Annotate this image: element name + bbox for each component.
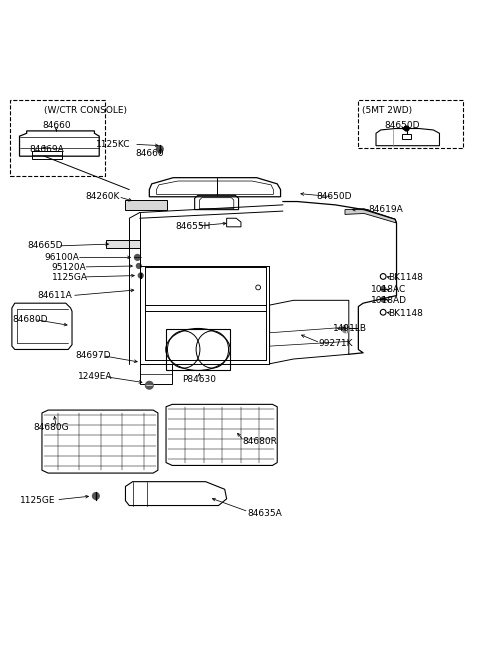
Text: 84665D: 84665D (28, 241, 63, 251)
Text: 1125KC: 1125KC (96, 140, 130, 149)
Text: 96100A: 96100A (44, 253, 79, 262)
Text: BK1148: BK1148 (388, 309, 423, 318)
Text: 1018AC: 1018AC (371, 285, 407, 295)
Text: 84650D: 84650D (384, 121, 420, 130)
Circle shape (134, 255, 140, 260)
Text: 84611A: 84611A (37, 291, 72, 300)
Circle shape (93, 493, 99, 499)
Text: 1125GA: 1125GA (51, 273, 87, 282)
Text: 84660: 84660 (42, 121, 71, 130)
Text: 84260K: 84260K (85, 192, 119, 201)
Text: BK1148: BK1148 (388, 274, 423, 282)
Text: P84630: P84630 (182, 375, 216, 384)
Polygon shape (107, 240, 140, 248)
Polygon shape (124, 200, 168, 210)
Text: 1249EA: 1249EA (78, 372, 112, 381)
Text: 84650D: 84650D (316, 192, 352, 201)
Text: 84660: 84660 (135, 150, 164, 158)
Text: 99271K: 99271K (319, 338, 353, 348)
Circle shape (145, 381, 153, 389)
Text: 1018AD: 1018AD (371, 296, 407, 305)
Text: 84619A: 84619A (369, 205, 404, 214)
Polygon shape (345, 209, 396, 223)
Circle shape (342, 325, 350, 333)
Text: 1491LB: 1491LB (333, 325, 367, 333)
Text: 95120A: 95120A (51, 263, 86, 272)
Text: 1125GE: 1125GE (20, 496, 55, 505)
Circle shape (381, 287, 385, 291)
Circle shape (381, 297, 385, 302)
Text: 84655H: 84655H (176, 222, 211, 232)
Text: 84680R: 84680R (242, 437, 277, 446)
Text: (5MT 2WD): (5MT 2WD) (362, 106, 412, 115)
Text: 84680G: 84680G (34, 422, 70, 432)
Text: 84697D: 84697D (75, 351, 111, 360)
Circle shape (138, 273, 143, 278)
Text: 84680D: 84680D (12, 315, 48, 324)
Circle shape (136, 264, 141, 268)
Text: 84669A: 84669A (29, 144, 64, 154)
Text: 84635A: 84635A (247, 508, 282, 518)
Text: (W/CTR CONSOLE): (W/CTR CONSOLE) (44, 106, 127, 115)
Circle shape (404, 126, 409, 131)
Circle shape (156, 146, 163, 152)
